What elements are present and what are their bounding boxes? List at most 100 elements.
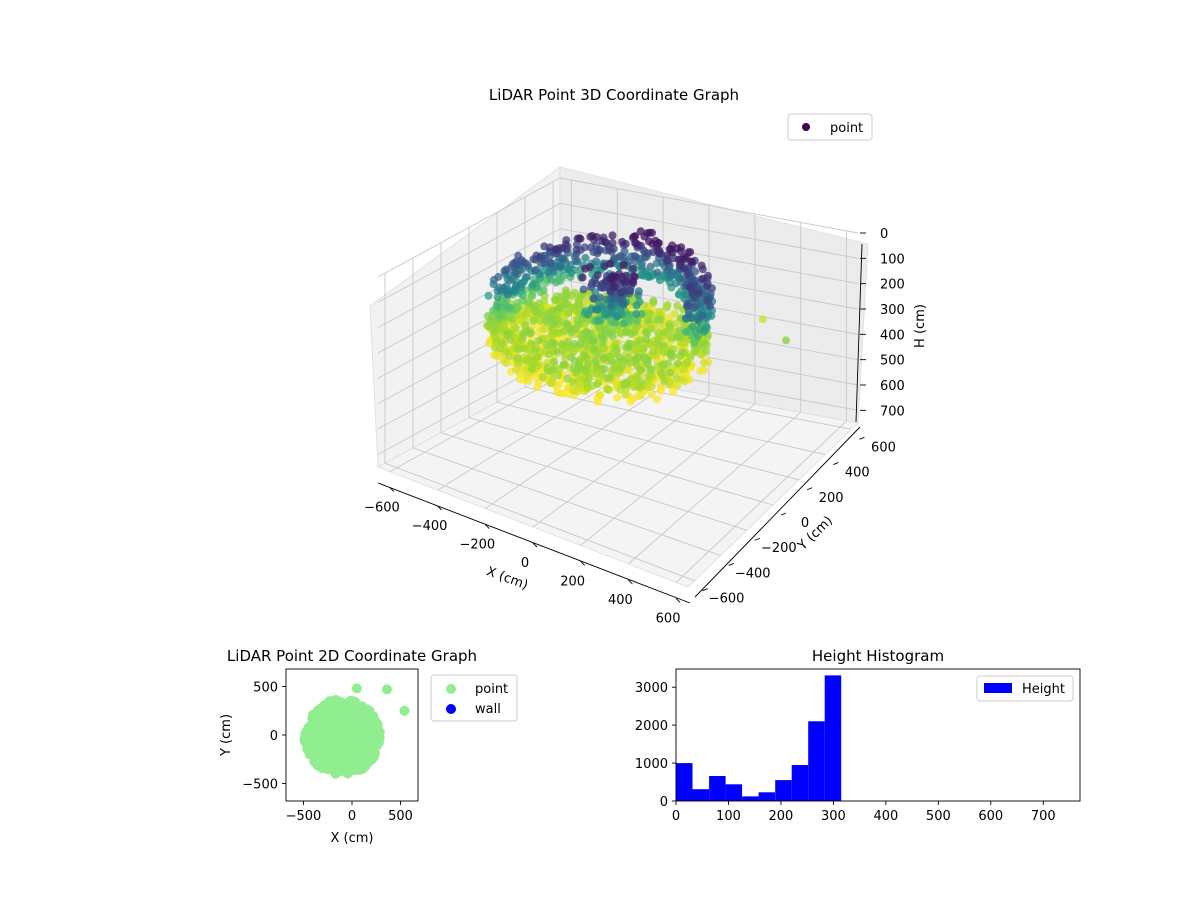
point-3d bbox=[548, 379, 556, 387]
point-3d bbox=[521, 259, 530, 268]
point-3d bbox=[626, 397, 635, 406]
histogram-bar bbox=[775, 780, 792, 801]
point-3d bbox=[632, 301, 641, 310]
point-3d bbox=[679, 264, 688, 273]
point-3d bbox=[569, 386, 578, 395]
point-3d bbox=[570, 288, 579, 297]
point-3d bbox=[503, 290, 512, 299]
grid-line-x bbox=[580, 213, 756, 546]
point-3d bbox=[702, 347, 711, 356]
point-3d bbox=[782, 336, 791, 345]
x-axis-label-2d: X (cm) bbox=[331, 831, 374, 846]
point-3d bbox=[609, 244, 618, 253]
point-3d bbox=[581, 366, 590, 375]
point-3d bbox=[543, 367, 552, 375]
point-3d bbox=[663, 256, 672, 265]
point-3d bbox=[496, 344, 505, 353]
y-axis-3d bbox=[694, 426, 861, 598]
point-3d bbox=[567, 269, 576, 277]
point-2d bbox=[339, 708, 350, 719]
z-tick-label-3d: 100 bbox=[880, 252, 905, 267]
point-3d bbox=[588, 232, 597, 240]
point-3d bbox=[531, 307, 540, 316]
point-3d bbox=[506, 335, 515, 344]
point-2d-outlier bbox=[351, 683, 362, 694]
point-3d bbox=[592, 350, 601, 359]
point-3d bbox=[630, 252, 639, 261]
y-tick-label-hist: 3000 bbox=[635, 681, 668, 696]
point-3d bbox=[649, 347, 658, 356]
x-tick-mark-3d bbox=[580, 561, 586, 566]
y-tick-label-2d: 0 bbox=[270, 729, 278, 744]
point-3d bbox=[564, 308, 573, 317]
y-tick-label-3d: 600 bbox=[871, 440, 896, 455]
x-ticks-hist: 0 100 200 300 400 500 600 700 bbox=[672, 801, 1056, 824]
scatter-3d-title: LiDAR Point 3D Coordinate Graph bbox=[489, 86, 739, 104]
point-3d bbox=[606, 259, 615, 268]
point-3d bbox=[607, 357, 616, 366]
point-3d bbox=[608, 274, 617, 283]
point-3d bbox=[512, 365, 521, 374]
point-2d bbox=[308, 731, 319, 742]
point-3d bbox=[639, 344, 647, 353]
point-3d bbox=[609, 282, 618, 291]
histogram-bar bbox=[824, 675, 842, 801]
point-3d bbox=[575, 375, 584, 384]
histogram-bar bbox=[676, 763, 693, 801]
point-3d bbox=[622, 328, 631, 336]
point-3d bbox=[636, 366, 645, 375]
point-3d bbox=[613, 393, 622, 402]
point-3d bbox=[666, 333, 675, 342]
point-3d bbox=[631, 238, 640, 247]
point-3d bbox=[528, 291, 537, 300]
point-3d bbox=[700, 326, 709, 335]
point-3d bbox=[598, 338, 607, 347]
point-3d bbox=[599, 354, 608, 363]
point-3d bbox=[669, 387, 677, 396]
point-3d bbox=[673, 381, 682, 390]
point-2d bbox=[364, 705, 375, 716]
point-3d bbox=[578, 273, 587, 282]
point-3d bbox=[703, 282, 711, 291]
y-axis-label-2d: Y (cm) bbox=[219, 714, 234, 757]
point-3d bbox=[596, 246, 604, 254]
legend-3d[interactable]: point bbox=[787, 113, 873, 141]
point-3d bbox=[485, 339, 494, 347]
x-tick-label-3d: −600 bbox=[364, 501, 400, 516]
point-3d bbox=[534, 336, 543, 345]
point-3d bbox=[583, 384, 592, 393]
point-3d bbox=[646, 262, 655, 271]
y-tick-mark-3d bbox=[806, 487, 813, 491]
point-3d bbox=[644, 273, 653, 281]
legend-2d[interactable]: point wall bbox=[430, 674, 518, 722]
grid-line-x bbox=[628, 222, 802, 565]
point-3d bbox=[527, 364, 536, 373]
point-3d bbox=[642, 335, 651, 344]
x-tick-label-hist: 300 bbox=[821, 809, 846, 824]
point-3d bbox=[655, 248, 664, 257]
point-3d bbox=[493, 286, 502, 295]
point-3d bbox=[674, 332, 682, 341]
legend-hist[interactable]: Height bbox=[976, 675, 1074, 702]
point-3d bbox=[626, 286, 635, 295]
x-tick-label-hist: 500 bbox=[926, 809, 951, 824]
point-3d bbox=[699, 339, 708, 348]
legend-3d-frame bbox=[787, 113, 873, 141]
point-3d bbox=[607, 302, 616, 311]
point-2d bbox=[353, 718, 364, 729]
point-3d bbox=[547, 330, 556, 339]
point-cloud-2d bbox=[299, 683, 410, 779]
grid-line-y bbox=[468, 227, 774, 506]
x-axis-3d bbox=[377, 482, 691, 604]
point-3d bbox=[502, 359, 511, 367]
point-3d bbox=[514, 344, 523, 353]
x-tick-label-hist: 700 bbox=[1031, 809, 1056, 824]
point-3d bbox=[692, 294, 700, 303]
x-tick-label-3d: −200 bbox=[459, 538, 495, 553]
y-tick-mark-3d bbox=[833, 462, 839, 465]
point-3d bbox=[528, 280, 537, 289]
point-3d bbox=[660, 328, 668, 337]
x-tick-label-3d: 400 bbox=[608, 593, 633, 608]
point-3d bbox=[619, 261, 628, 269]
point-3d bbox=[673, 301, 682, 310]
